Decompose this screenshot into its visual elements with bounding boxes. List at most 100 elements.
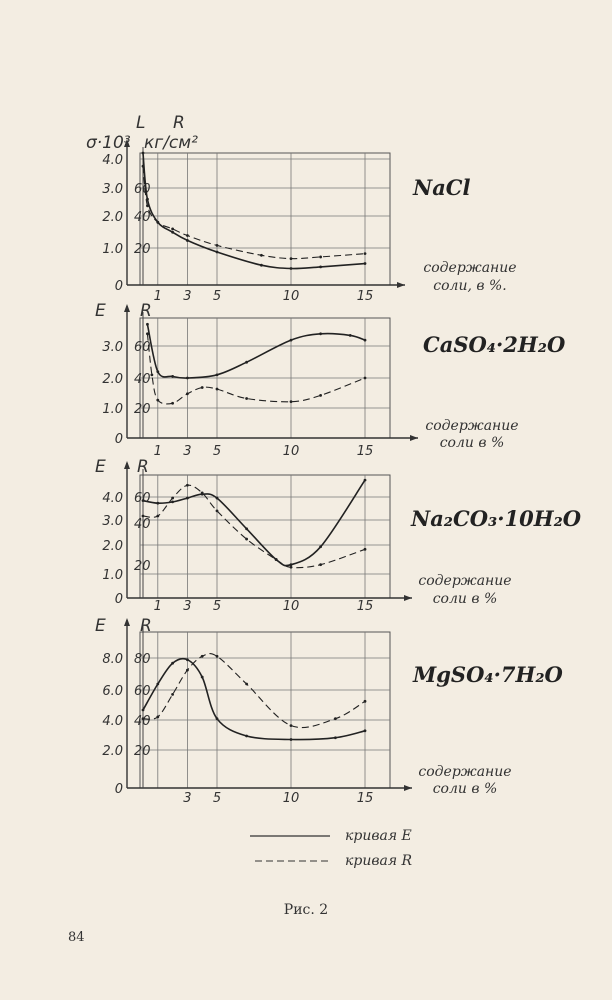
data-point (334, 736, 337, 740)
chart-title: NaCl (412, 175, 471, 200)
data-point (141, 514, 145, 518)
right-tick-label: 60 (134, 491, 151, 506)
plot-frame (139, 631, 391, 789)
x-tick-label: 10 (283, 289, 300, 304)
data-point (141, 499, 145, 503)
data-point (245, 527, 249, 531)
x-axis-label: соли в % (433, 781, 498, 797)
y-axis-arrow (124, 304, 130, 312)
left-tick-label: 1.0 (102, 242, 123, 257)
data-point (363, 729, 367, 733)
data-point (141, 164, 145, 168)
data-point (215, 387, 219, 391)
series-line-dashed (142, 484, 366, 569)
series-line-solid (142, 479, 366, 567)
left-tick-label: 0 (115, 432, 123, 447)
x-axis-arrow (404, 595, 412, 601)
data-point (171, 227, 175, 231)
data-point (141, 151, 145, 155)
axis-letter: L (136, 113, 145, 133)
axis-letter: E (95, 301, 106, 321)
data-point (200, 386, 204, 389)
left-tick-label: 6.0 (102, 684, 123, 699)
right-tick-label: 40 (134, 517, 151, 532)
right-tick-label: 20 (134, 559, 151, 574)
data-point (245, 360, 249, 364)
legend-solid-label: кривая E (345, 828, 412, 844)
left-tick-label: 2.0 (102, 539, 123, 554)
data-point (289, 724, 293, 727)
y-axis-arrow (124, 461, 130, 469)
chart-panel-1: L Rσ·10³ кг/см² 4.0 3.0 2.0 1.0 0 60 40 20 1 3 5 10 15 N… (86, 113, 517, 304)
data-point (215, 373, 219, 377)
data-point (215, 496, 219, 500)
series-line-dashed (142, 653, 366, 729)
x-tick-label: 1 (154, 289, 162, 304)
left-tick-label: 4.0 (102, 491, 123, 506)
data-point (363, 699, 367, 703)
data-point (171, 693, 175, 696)
data-point (289, 738, 293, 741)
data-point (245, 682, 249, 686)
x-tick-label: 3 (183, 599, 191, 614)
x-axis-label: соли, в %. (433, 278, 506, 294)
x-tick-label: 1 (154, 444, 162, 459)
series-line-dashed (142, 166, 366, 260)
axis-letter: E (95, 616, 106, 636)
data-point (319, 332, 322, 336)
data-point (171, 230, 175, 234)
right-tick-label: 20 (134, 402, 151, 417)
data-point (245, 734, 249, 738)
axis-letter: R (140, 616, 152, 636)
data-point (260, 253, 263, 257)
data-point (289, 400, 293, 404)
x-tick-label: 15 (357, 444, 374, 459)
x-tick-label: 15 (357, 599, 374, 614)
x-tick-label: 10 (283, 791, 300, 806)
data-point (150, 373, 154, 377)
x-tick-label: 3 (183, 791, 191, 806)
data-point (363, 478, 367, 482)
data-point (215, 509, 219, 513)
data-point (215, 717, 219, 721)
x-tick-label: 15 (357, 791, 374, 806)
data-point (171, 500, 175, 504)
left-tick-label: 2.0 (102, 744, 123, 759)
right-tick-label: 60 (134, 684, 151, 699)
x-axis-arrow (410, 435, 418, 441)
data-point (260, 263, 263, 267)
x-axis-label: содержание (418, 573, 511, 589)
right-tick-label: 40 (134, 372, 151, 387)
x-tick-label: 5 (213, 444, 221, 459)
chart-title: CaSO₄·2H₂O (423, 332, 566, 357)
data-point (289, 338, 293, 342)
x-tick-label: 3 (183, 444, 191, 459)
data-point (319, 563, 322, 567)
axis-unit-left: σ·10³ (86, 133, 131, 153)
left-tick-label: 1.0 (102, 568, 123, 583)
left-tick-label: 8.0 (102, 652, 123, 667)
chart-title: MgSO₄·7H₂O (412, 662, 564, 687)
data-point (156, 514, 160, 518)
x-axis-label: содержание (423, 260, 516, 276)
data-point (186, 658, 189, 662)
data-point (319, 265, 322, 269)
left-tick-label: 4.0 (102, 153, 123, 168)
x-tick-label: 5 (213, 791, 221, 806)
data-point (363, 338, 367, 342)
data-point (156, 398, 160, 402)
data-point (334, 717, 337, 721)
data-point (141, 717, 145, 721)
data-point (245, 537, 249, 541)
x-axis-label: соли в % (433, 591, 498, 607)
data-point (363, 262, 367, 265)
left-tick-label: 0 (115, 279, 123, 294)
series-line-solid (146, 324, 366, 379)
chart-panel-4: E R 8.0 6.0 4.0 2.0 0 80 60 40 20 3 5 10 15 MgSO₄·7H₂O с… (95, 616, 564, 806)
chart-panel-3: E R 4.0 3.0 2.0 1.0 0 60 40 20 1 3 5 10 15 Na₂CO₃·10H₂O… (95, 457, 582, 614)
data-point (171, 661, 175, 665)
left-tick-label: 3.0 (102, 340, 123, 355)
legend-dashed-label: кривая R (345, 853, 413, 869)
series-line-dashed (146, 333, 366, 405)
